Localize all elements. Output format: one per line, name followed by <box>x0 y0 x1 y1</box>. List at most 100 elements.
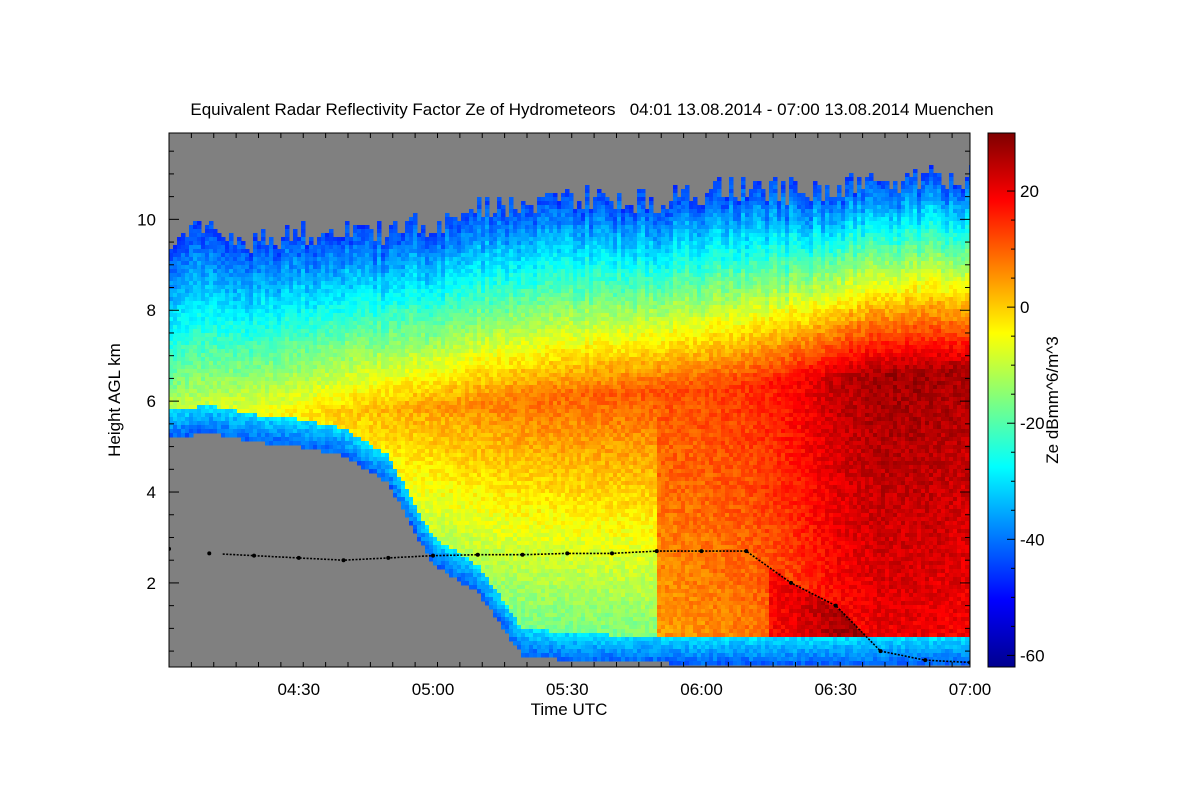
heatmap-cell <box>401 313 406 318</box>
heatmap-cell <box>337 401 342 406</box>
heatmap-cell <box>277 425 282 430</box>
heatmap-cell <box>425 373 430 378</box>
heatmap-cell <box>485 429 490 434</box>
heatmap-cell <box>441 465 446 470</box>
heatmap-cell <box>409 277 414 282</box>
heatmap-cell <box>333 369 338 374</box>
heatmap-cell <box>437 309 442 314</box>
heatmap-cell <box>357 261 362 266</box>
heatmap-cell <box>221 261 226 266</box>
heatmap-cell <box>185 401 190 406</box>
heatmap-cell <box>221 321 226 326</box>
heatmap-cell <box>457 521 462 526</box>
heatmap-cell <box>217 317 222 322</box>
heatmap-cell <box>357 265 362 270</box>
heatmap-cell <box>417 381 422 386</box>
heatmap-cell <box>173 365 178 370</box>
heatmap-cell <box>385 441 390 446</box>
heatmap-cell <box>257 297 262 302</box>
heatmap-cell <box>273 333 278 338</box>
heatmap-cell <box>257 417 262 422</box>
heatmap-cell <box>485 213 490 218</box>
heatmap-cell <box>401 385 406 390</box>
heatmap-cell <box>369 233 374 238</box>
heatmap-cell <box>205 405 210 410</box>
heatmap-cell <box>449 537 454 542</box>
heatmap-cell <box>377 301 382 306</box>
heatmap-cell <box>241 381 246 386</box>
heatmap-cell <box>221 293 226 298</box>
heatmap-cell <box>469 401 474 406</box>
heatmap-cell <box>321 385 326 390</box>
heatmap-cell <box>205 325 210 330</box>
heatmap-cell <box>461 361 466 366</box>
heatmap-cell <box>461 525 466 530</box>
heatmap-cell <box>329 253 334 258</box>
heatmap-cell <box>237 237 242 242</box>
heatmap-cell <box>409 429 414 434</box>
heatmap-cell <box>413 225 418 230</box>
heatmap-cell <box>457 369 462 374</box>
heatmap-cell <box>301 425 306 430</box>
heatmap-cell <box>473 345 478 350</box>
heatmap-cell <box>461 321 466 326</box>
heatmap-cell <box>313 361 318 366</box>
heatmap-cell <box>473 581 478 586</box>
heatmap-cell <box>453 493 458 498</box>
heatmap-cell <box>293 437 298 442</box>
heatmap-cell <box>297 349 302 354</box>
heatmap-cell <box>449 457 454 462</box>
heatmap-cell <box>233 309 238 314</box>
heatmap-cell <box>429 377 434 382</box>
heatmap-cell <box>401 393 406 398</box>
heatmap-cell <box>245 417 250 422</box>
heatmap-cell <box>253 413 258 418</box>
heatmap-cell <box>481 513 486 518</box>
heatmap-cell <box>257 317 262 322</box>
heatmap-cell <box>213 405 218 410</box>
heatmap-cell <box>317 293 322 298</box>
heatmap-cell <box>425 285 430 290</box>
heatmap-cell <box>365 261 370 266</box>
heatmap-cell <box>449 233 454 238</box>
heatmap-cell <box>341 393 346 398</box>
heatmap-cell <box>369 337 374 342</box>
heatmap-cell <box>441 369 446 374</box>
heatmap-cell <box>457 493 462 498</box>
heatmap-cell <box>417 385 422 390</box>
heatmap-cell <box>321 365 326 370</box>
heatmap-cell <box>409 461 414 466</box>
heatmap-cell <box>389 441 394 446</box>
heatmap-cell <box>213 317 218 322</box>
heatmap-cell <box>205 373 210 378</box>
heatmap-cell <box>477 557 482 562</box>
heatmap-cell <box>297 337 302 342</box>
heatmap-cell <box>409 365 414 370</box>
heatmap-cell <box>245 277 250 282</box>
heatmap-cell <box>441 277 446 282</box>
heatmap-cell <box>429 389 434 394</box>
heatmap-cell <box>325 405 330 410</box>
heatmap-cell <box>465 213 470 218</box>
heatmap-cell <box>177 357 182 362</box>
heatmap-cell <box>221 253 226 258</box>
heatmap-cell <box>193 229 198 234</box>
heatmap-cell <box>237 357 242 362</box>
heatmap-cell <box>477 277 482 282</box>
heatmap-cell <box>449 377 454 382</box>
heatmap-cell <box>181 429 186 434</box>
heatmap-cell <box>473 577 478 582</box>
heatmap-cell <box>321 449 326 454</box>
heatmap-cell <box>353 413 358 418</box>
heatmap-cell <box>409 513 414 518</box>
heatmap-cell <box>229 293 234 298</box>
heatmap-cell <box>253 301 258 306</box>
heatmap-cell <box>333 429 338 434</box>
heatmap-cell <box>201 349 206 354</box>
heatmap-cell <box>349 357 354 362</box>
heatmap-cell <box>441 297 446 302</box>
heatmap-cell <box>441 265 446 270</box>
heatmap-cell <box>413 261 418 266</box>
heatmap-cell <box>185 417 190 422</box>
heatmap-cell <box>193 261 198 266</box>
